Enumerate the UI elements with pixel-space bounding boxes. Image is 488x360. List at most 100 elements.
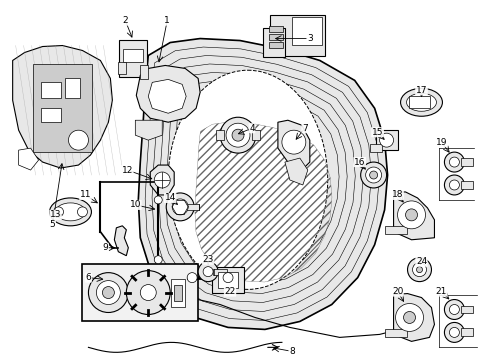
Text: 9: 9 [102,243,108,252]
Text: 20: 20 [391,287,403,296]
Bar [213,269,226,275]
Bar [461,306,472,314]
Bar [185,204,199,210]
Text: 16: 16 [353,158,365,167]
Circle shape [154,256,162,264]
Circle shape [444,323,464,342]
Ellipse shape [168,70,327,289]
Bar [291,17,321,45]
Circle shape [444,152,464,172]
Circle shape [88,273,128,312]
Bar [118,62,126,75]
Polygon shape [19,148,39,170]
Text: 11: 11 [80,190,91,199]
Bar [41,82,61,98]
Circle shape [379,133,393,147]
Polygon shape [136,66,200,122]
Bar [263,28,285,58]
Bar [461,158,472,166]
Text: 22: 22 [224,287,235,296]
Circle shape [225,123,249,147]
Bar [212,267,244,293]
Circle shape [407,258,430,282]
Circle shape [154,172,170,188]
Ellipse shape [400,88,442,116]
Bar [461,328,472,336]
Bar [123,49,143,62]
Circle shape [397,201,425,229]
Circle shape [223,273,233,283]
Text: 24: 24 [415,257,426,266]
Polygon shape [285,158,307,185]
Text: 8: 8 [288,347,294,356]
Bar [216,130,224,140]
Text: 17: 17 [415,86,427,95]
Circle shape [77,207,87,217]
Circle shape [395,303,423,332]
Text: 15: 15 [371,128,383,137]
Text: 1: 1 [164,16,170,25]
Text: 13: 13 [50,210,61,219]
Text: 4: 4 [249,124,254,133]
Bar [384,226,406,234]
Text: 3: 3 [306,34,312,43]
Circle shape [365,167,381,183]
Text: 12: 12 [122,166,133,175]
Bar [407,96,429,108]
Circle shape [448,328,458,337]
Circle shape [166,193,194,221]
Bar [369,144,381,152]
Bar [270,15,325,57]
Text: 5: 5 [50,220,55,229]
Circle shape [403,311,415,323]
Polygon shape [114,226,128,256]
Bar [174,285,182,301]
Circle shape [198,262,218,282]
Text: 14: 14 [164,193,176,202]
Polygon shape [393,293,433,341]
Bar [82,264,198,321]
Text: 2: 2 [122,16,128,25]
Bar [64,78,81,98]
Circle shape [405,209,417,221]
Text: 6: 6 [85,273,91,282]
Polygon shape [150,165,174,195]
Bar [41,108,61,122]
Text: 10: 10 [129,201,141,210]
Bar [218,272,238,288]
Text: 21: 21 [435,287,446,296]
Circle shape [154,196,162,204]
Polygon shape [393,192,433,240]
Bar [461,181,472,189]
Bar [251,130,260,140]
Circle shape [444,175,464,195]
Text: 18: 18 [391,190,403,199]
Circle shape [232,129,244,141]
Polygon shape [138,39,387,329]
Circle shape [360,162,386,188]
Circle shape [140,285,156,301]
Polygon shape [148,80,186,113]
Text: 23: 23 [202,255,213,264]
Circle shape [187,273,197,283]
Circle shape [448,157,458,167]
Circle shape [416,267,422,273]
Circle shape [96,280,120,305]
Circle shape [203,267,213,276]
Circle shape [369,171,377,179]
Bar [268,33,283,40]
Circle shape [172,199,188,215]
Circle shape [126,271,170,315]
Bar [384,329,406,337]
Bar [268,41,283,48]
Circle shape [68,130,88,150]
Circle shape [444,300,464,319]
Ellipse shape [56,203,85,221]
Polygon shape [135,120,162,140]
Ellipse shape [406,93,436,111]
Ellipse shape [49,198,91,226]
Circle shape [412,263,426,276]
Bar [119,40,147,77]
Circle shape [102,287,114,298]
Polygon shape [13,45,112,168]
